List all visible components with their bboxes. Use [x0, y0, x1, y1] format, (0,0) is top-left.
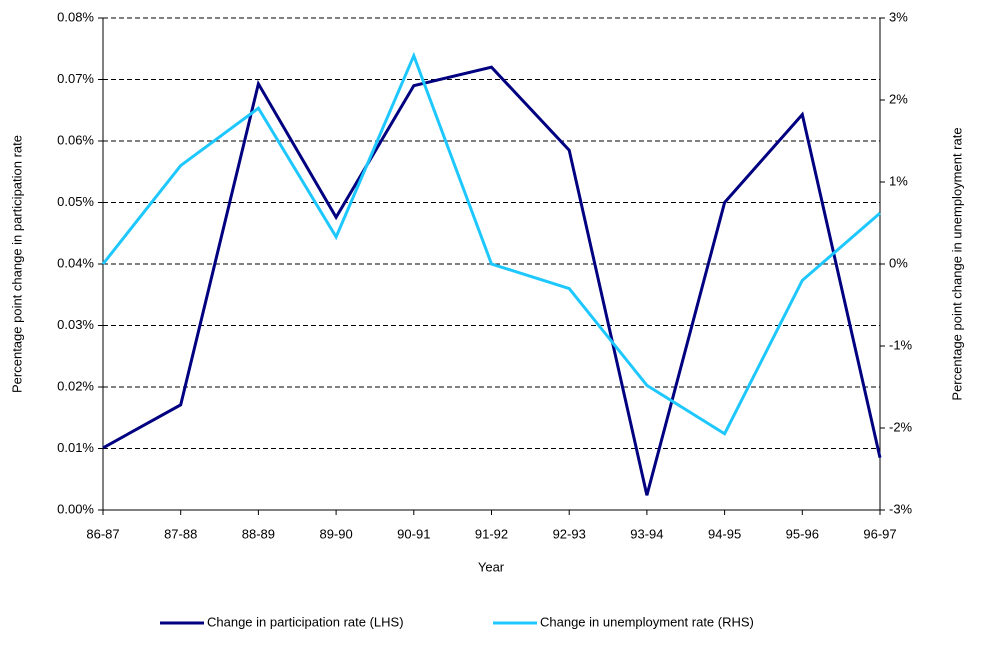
y2-tick-label: -3%	[889, 501, 913, 516]
legend-label: Change in unemployment rate (RHS)	[540, 614, 754, 629]
x-tick-label: 94-95	[708, 526, 741, 541]
legend-label: Change in participation rate (LHS)	[207, 614, 404, 629]
x-tick-label: 86-87	[86, 526, 119, 541]
y-tick-label: 0.06%	[57, 132, 94, 147]
y2-tick-label: -2%	[889, 419, 913, 434]
x-axis-label: Year	[478, 559, 505, 574]
y2-tick-label: -1%	[889, 337, 913, 352]
y-tick-label: 0.01%	[57, 440, 94, 455]
x-tick-label: 92-93	[553, 526, 586, 541]
y-tick-label: 0.02%	[57, 378, 94, 393]
y-tick-label: 0.07%	[57, 71, 94, 86]
x-tick-label: 89-90	[319, 526, 352, 541]
series-line	[101, 51, 881, 436]
x-tick-label: 87-88	[164, 526, 197, 541]
y-tick-label: 0.05%	[57, 194, 94, 209]
x-tick-label: 96-97	[863, 526, 896, 541]
y-tick-label: 0.03%	[57, 317, 94, 332]
y2-tick-label: 2%	[889, 91, 908, 106]
y2-axis-label: Percentage point change in unemployment …	[949, 127, 964, 400]
x-tick-label: 93-94	[630, 526, 663, 541]
series-line	[102, 65, 882, 496]
y-tick-label: 0.08%	[57, 9, 94, 24]
y-axis-label: Percentage point change in participation…	[9, 135, 24, 393]
y-tick-label: 0.00%	[57, 501, 94, 516]
x-tick-label: 91-92	[475, 526, 508, 541]
y-tick-label: 0.04%	[57, 255, 94, 270]
y2-tick-label: 1%	[889, 173, 908, 188]
y2-tick-label: 0%	[889, 255, 908, 270]
x-tick-label: 88-89	[242, 526, 275, 541]
y2-tick-label: 3%	[889, 9, 908, 24]
x-tick-label: 90-91	[397, 526, 430, 541]
x-tick-label: 95-96	[786, 526, 819, 541]
